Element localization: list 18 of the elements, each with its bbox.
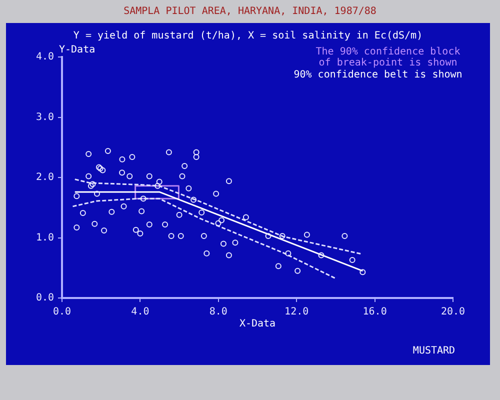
x-tick-label: 8.0 — [209, 306, 228, 318]
x-tick-label: 20.0 — [440, 306, 466, 318]
x-tick-label: 4.0 — [131, 306, 150, 318]
annotation: The 90% confidence block of break-point is shown — [316, 46, 460, 69]
y-axis-title: Y-Data — [59, 44, 96, 56]
y-tick-label: 4.0 — [36, 52, 54, 63]
x-tick-label: 12.0 — [284, 306, 309, 318]
y-tick-label: 3.0 — [36, 112, 54, 123]
y-tick-label: 1.0 — [36, 232, 54, 244]
text: MUSTARD — [412, 346, 456, 357]
chart-title: SAMPLA PILOT AREA, HARYANA, INDIA, 1987/88 — [122, 6, 378, 17]
y-tick-label: 2.0 — [36, 172, 54, 184]
annotation: 90% confidence belt is shown — [294, 70, 462, 81]
x-axis-title: X-Data — [239, 318, 276, 330]
x-tick-label: 0.0 — [52, 306, 72, 318]
chart-subtitle: Y = yield of mustard (t/ha), X = soil salinity in Ec(dS/m) — [73, 30, 423, 42]
x-tick-label: 16.0 — [362, 306, 387, 318]
y-tick-label: 0.0 — [36, 292, 54, 304]
